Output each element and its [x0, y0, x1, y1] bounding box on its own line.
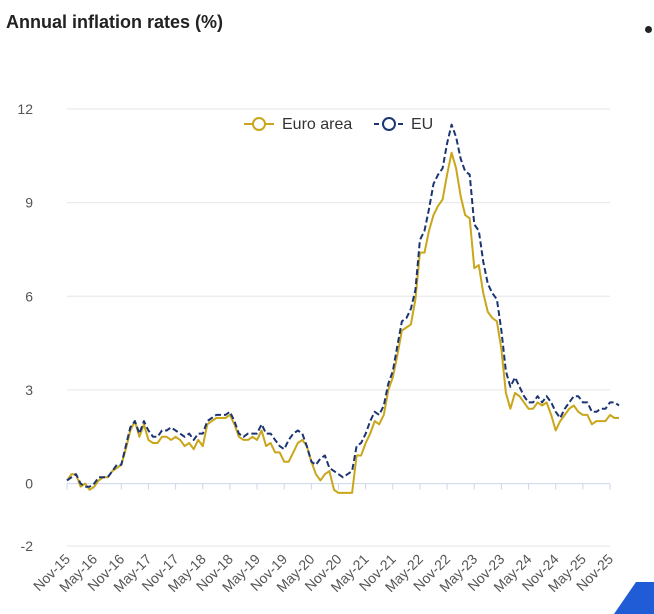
y-tick-label: -2	[21, 538, 34, 554]
legend-label-euro-area: Euro area	[282, 116, 352, 133]
legend-item-eu[interactable]: EU	[374, 116, 433, 133]
chart-menu-icon[interactable]	[645, 26, 652, 33]
legend-item-euro-area[interactable]: Euro area	[244, 116, 352, 133]
series-line-euro-area[interactable]	[66, 151, 619, 494]
series-lines	[66, 123, 620, 494]
y-tick-label: 6	[25, 288, 33, 304]
legend-label-eu: EU	[411, 116, 433, 133]
legend: Euro area EU	[244, 116, 433, 133]
series-line-eu[interactable]	[66, 123, 620, 488]
y-tick-label: 9	[25, 195, 33, 211]
corner-mark-icon	[614, 582, 654, 614]
chart-title: Annual inflation rates (%)	[6, 12, 224, 32]
grid-lines	[67, 108, 610, 547]
x-axis-ticks: Nov-15May-16Nov-16May-17Nov-17May-18Nov-…	[30, 483, 616, 595]
y-tick-label: 0	[25, 476, 33, 492]
y-tick-label: 12	[17, 101, 33, 117]
y-tick-label: 3	[25, 382, 33, 398]
y-axis-ticks: -2 0 3 6 9 12	[17, 101, 33, 554]
